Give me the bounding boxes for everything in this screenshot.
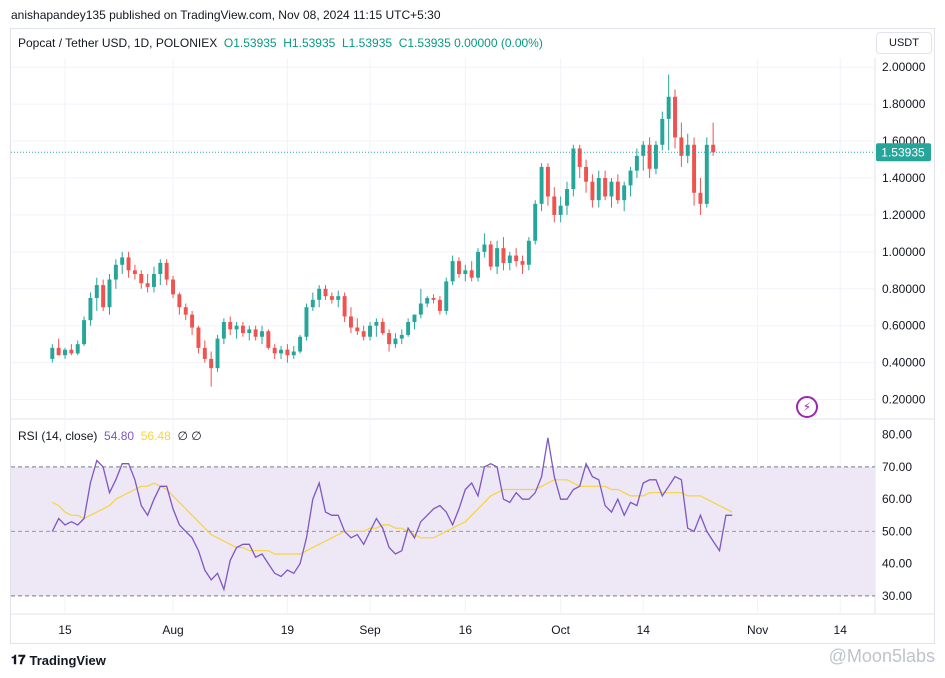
low-value: L1.53935 xyxy=(341,36,393,50)
chart-frame xyxy=(10,28,935,644)
publisher-line: anishapandey135 published on TradingView… xyxy=(11,8,441,22)
watermark-text: @Moon5labs xyxy=(828,646,935,666)
symbol-legend: Popcat / Tether USD, 1D, POLONIEX O1.539… xyxy=(18,36,543,50)
tv-brand-text: TradingView xyxy=(29,652,106,668)
open-value: O1.53935 xyxy=(223,36,277,50)
rsi-extra: ∅ ∅ xyxy=(177,429,202,443)
high-value: H1.53935 xyxy=(283,36,336,50)
rsi-legend: RSI (14, close) 54.80 56.48 ∅ ∅ xyxy=(18,429,202,443)
close-value: C1.53935 xyxy=(398,36,451,50)
rsi-name: RSI (14, close) xyxy=(18,429,98,443)
rsi-ma-value: 56.48 xyxy=(140,429,171,443)
tv-logo-icon: 𝟏𝟕 xyxy=(11,652,26,667)
rsi-value: 54.80 xyxy=(104,429,135,443)
change-value: 0.00000 (0.00%) xyxy=(454,36,543,50)
currency-button[interactable]: USDT xyxy=(876,32,932,54)
tradingview-logo[interactable]: 𝟏𝟕 TradingView xyxy=(11,652,106,668)
symbol-name: Popcat / Tether USD, 1D, POLONIEX xyxy=(18,36,218,50)
flash-icon[interactable]: ⚡ xyxy=(796,396,818,418)
